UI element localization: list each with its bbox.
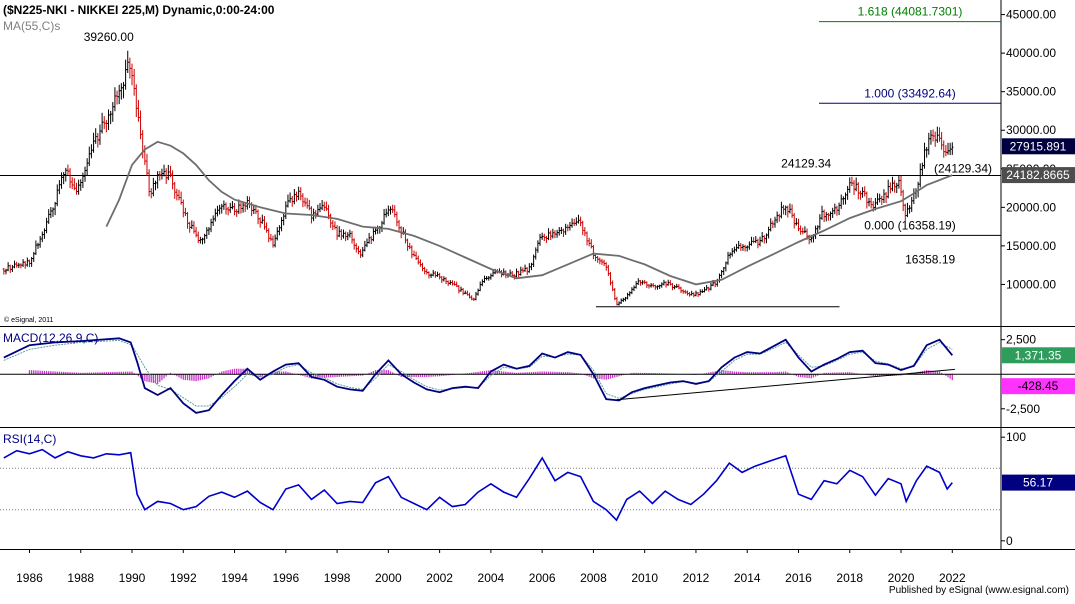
price-tick-label: 20000.00 <box>1006 200 1056 214</box>
ma-55-line <box>105 140 953 286</box>
ma-last-badge: 24182.8665 <box>1006 168 1070 182</box>
year-tick-label: 2020 <box>888 571 915 585</box>
year-tick-label: 1990 <box>119 571 146 585</box>
rsi-last-badge-bg <box>1002 474 1075 491</box>
rsi-guide-lines <box>0 467 1001 511</box>
support-label-left: 24129.34 <box>781 156 831 170</box>
year-tick-label: 1986 <box>16 571 43 585</box>
macd-tick-label: 2,500 <box>1006 333 1036 347</box>
rsi-tick-label: 0 <box>1006 534 1013 548</box>
ma-last-badge-bg <box>1002 167 1075 184</box>
year-axis: 1986 1988 1990 1992 1994 1996 1998 2000 2002 2004… <box>16 549 966 585</box>
fib-level-label: 1.000 (33492.64) <box>864 86 955 100</box>
rsi-last-badge: 56.17 <box>1023 476 1053 490</box>
price-tick-label: 40000.00 <box>1006 46 1056 60</box>
year-tick-label: 1998 <box>324 571 351 585</box>
last-price-badge: 27915.891 <box>1010 139 1067 153</box>
year-tick-label: 2010 <box>631 571 658 585</box>
price-tick-label: 35000.00 <box>1006 85 1056 99</box>
price-annotation: 16358.19 <box>905 252 955 266</box>
year-tick-label: 1996 <box>272 571 299 585</box>
macd-tick-label: -2,500 <box>1006 402 1040 416</box>
support-label-right: (24129.34) <box>934 161 992 175</box>
macd-last-badge: 1,371.35 <box>1015 348 1062 362</box>
rsi-line <box>3 448 953 522</box>
price-tick-label: 45000.00 <box>1006 8 1056 22</box>
year-tick-label: 2022 <box>939 571 966 585</box>
ma-legend: MA(55,C)s <box>3 19 60 33</box>
rsi-title: RSI(14,C) <box>3 432 56 446</box>
year-tick-label: 1992 <box>170 571 197 585</box>
rsi-axis: 100 0 56.17 <box>1001 430 1075 548</box>
year-tick-label: 2006 <box>529 571 556 585</box>
macd-last-badge-bg <box>1002 347 1075 364</box>
histogram-last-badge: -428.45 <box>1018 379 1059 393</box>
rsi-tick-label: 100 <box>1006 430 1026 444</box>
price-axis: 10000.0015000.0020000.0025000.0030000.00… <box>1001 8 1075 291</box>
last-price-badge-bg <box>1002 138 1075 155</box>
year-tick-label: 2004 <box>478 571 505 585</box>
price-tick-label: 10000.00 <box>1006 277 1056 291</box>
year-tick-label: 2012 <box>683 571 710 585</box>
price-annotations: 39260.00 16358.19 <box>84 30 956 267</box>
fib-level-label: 0.000 (16358.19) <box>864 218 955 232</box>
year-tick-label: 2000 <box>375 571 402 585</box>
year-tick-label: 2016 <box>785 571 812 585</box>
price-candles <box>2 50 954 306</box>
fibonacci-levels: 1.618 (44081.7301) 1.000 (33492.64) 0.000 … <box>0 5 1001 308</box>
year-tick-label: 2002 <box>426 571 453 585</box>
macd-trendline <box>616 368 955 401</box>
price-tick-label: 15000.00 <box>1006 239 1056 253</box>
histogram-last-badge-bg <box>1002 378 1075 395</box>
year-tick-label: 2008 <box>580 571 607 585</box>
publisher-credit: Published by eSignal (www.esignal.com) <box>888 585 1069 596</box>
year-tick-label: 2018 <box>836 571 863 585</box>
year-tick-label: 1994 <box>221 571 248 585</box>
fib-level-label: 1.618 (44081.7301) <box>858 5 963 19</box>
price-annotation: 39260.00 <box>84 30 134 44</box>
macd-axis: 2,500 -2,500 1,371.35 -428.45 <box>1001 333 1075 416</box>
macd-line <box>3 337 953 414</box>
year-tick-label: 2014 <box>734 571 761 585</box>
macd-title: MACD(12,26,9,C) <box>3 331 98 345</box>
watermark: © eSignal, 2011 <box>4 316 54 324</box>
price-tick-label: 30000.00 <box>1006 123 1056 137</box>
year-tick-label: 1988 <box>67 571 94 585</box>
chart-title: ($N225-NKI - NIKKEI 225,M) Dynamic,0:00-… <box>3 3 275 17</box>
